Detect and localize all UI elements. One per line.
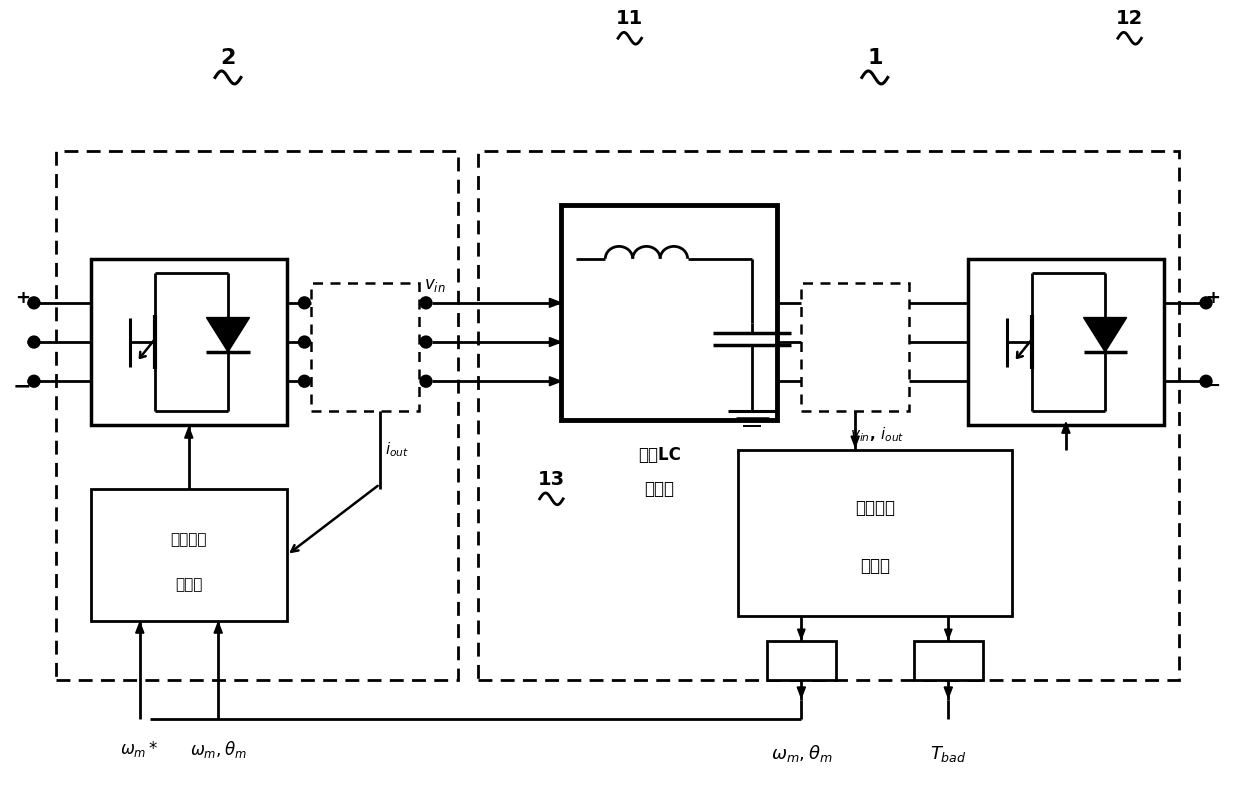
Text: +: +	[1205, 289, 1220, 307]
Text: 12: 12	[1116, 9, 1143, 28]
Text: $v_{in}$: $v_{in}$	[424, 276, 445, 294]
Bar	[562, 205, 776, 421]
Polygon shape	[549, 299, 562, 307]
Polygon shape	[185, 428, 193, 438]
Text: $i_{out}$: $i_{out}$	[384, 440, 409, 459]
Circle shape	[29, 336, 40, 347]
Text: 控制器: 控制器	[859, 557, 890, 575]
Polygon shape	[1084, 318, 1127, 352]
Circle shape	[420, 297, 432, 308]
Text: −: −	[1205, 377, 1220, 395]
Circle shape	[420, 336, 432, 347]
Circle shape	[420, 376, 432, 387]
Circle shape	[299, 336, 310, 347]
Polygon shape	[797, 629, 805, 639]
Text: 工况模拟: 工况模拟	[854, 499, 895, 517]
Polygon shape	[944, 687, 952, 698]
Bar	[57, 151, 459, 680]
Circle shape	[299, 297, 310, 308]
Polygon shape	[851, 436, 859, 447]
Text: $v_{in}$, $i_{out}$: $v_{in}$, $i_{out}$	[851, 425, 905, 444]
Text: 电机调速: 电机调速	[171, 532, 207, 547]
Text: 13: 13	[538, 470, 565, 489]
Text: 滤波器: 滤波器	[645, 480, 675, 498]
Text: $T_{bad}$: $T_{bad}$	[930, 744, 967, 764]
Bar	[91, 489, 286, 622]
Circle shape	[1200, 376, 1211, 387]
Polygon shape	[215, 623, 222, 633]
Text: $\omega_m *$: $\omega_m *$	[120, 739, 159, 759]
Circle shape	[299, 376, 310, 387]
Polygon shape	[206, 318, 249, 352]
Polygon shape	[1061, 422, 1070, 433]
Text: 控制器: 控制器	[175, 577, 202, 592]
Text: 2: 2	[221, 48, 236, 68]
Bar	[768, 641, 836, 680]
Text: 11: 11	[616, 9, 644, 28]
Text: 1: 1	[867, 48, 883, 68]
Text: $\omega_m, \theta_m$: $\omega_m, \theta_m$	[770, 743, 832, 764]
Text: +: +	[15, 289, 30, 307]
Polygon shape	[945, 629, 952, 639]
Bar	[91, 259, 286, 425]
Circle shape	[1200, 297, 1211, 308]
Bar	[968, 259, 1164, 425]
Bar	[914, 641, 982, 680]
Bar	[311, 283, 419, 410]
Text: $\omega_m, \theta_m$: $\omega_m, \theta_m$	[190, 739, 247, 760]
Text: 输入LC: 输入LC	[637, 446, 681, 464]
Polygon shape	[135, 623, 144, 633]
Polygon shape	[797, 687, 806, 698]
Polygon shape	[549, 337, 562, 347]
Circle shape	[29, 297, 40, 308]
Bar	[801, 283, 909, 410]
Bar	[477, 151, 1178, 680]
Bar	[738, 450, 1012, 616]
Text: −: −	[12, 376, 31, 396]
Circle shape	[29, 376, 40, 387]
Polygon shape	[549, 376, 562, 386]
